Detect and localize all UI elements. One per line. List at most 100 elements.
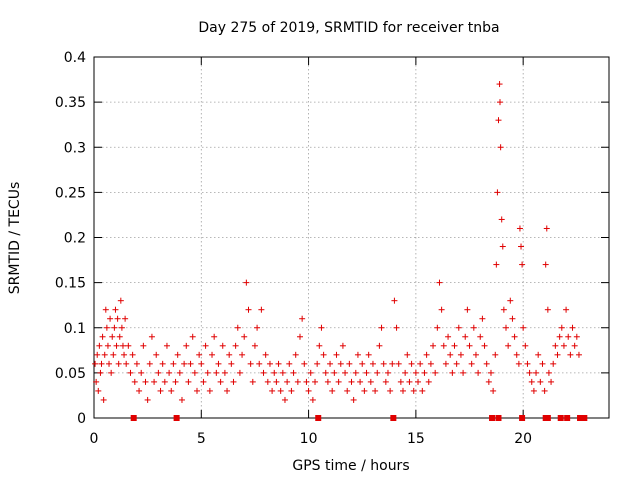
data-point: [104, 342, 111, 349]
data-point: [490, 387, 497, 394]
data-point: [342, 369, 349, 376]
data-point: [316, 342, 323, 349]
data-point: [131, 378, 138, 385]
data-point: [110, 351, 117, 358]
data-point: [288, 387, 295, 394]
data-point: [144, 396, 151, 403]
data-point: [113, 342, 120, 349]
data-point: [348, 378, 355, 385]
data-gap-markers: [130, 415, 588, 421]
data-point: [318, 324, 325, 331]
data-point: [94, 351, 101, 358]
data-point: [400, 387, 406, 394]
data-point: [166, 369, 173, 376]
data-point: [281, 396, 288, 403]
data-point: [434, 324, 441, 331]
data-point: [275, 360, 282, 367]
data-point: [202, 342, 209, 349]
data-point: [542, 261, 549, 268]
data-point: [256, 360, 263, 367]
data-point: [333, 351, 340, 358]
data-point: [279, 369, 286, 376]
data-point: [543, 225, 550, 232]
data-point: [500, 306, 507, 313]
data-point: [271, 369, 278, 376]
data-point: [393, 324, 400, 331]
data-point: [395, 360, 402, 367]
data-point: [100, 396, 107, 403]
data-point: [273, 378, 280, 385]
data-point: [554, 351, 561, 358]
data-point: [509, 315, 516, 322]
data-point: [451, 342, 458, 349]
data-point: [365, 351, 372, 358]
x-tick-label: 5: [197, 431, 206, 447]
data-point: [567, 351, 574, 358]
data-point: [505, 342, 512, 349]
data-point: [494, 189, 501, 196]
data-point: [217, 378, 224, 385]
data-point: [541, 387, 548, 394]
data-point: [98, 360, 105, 367]
data-point: [307, 369, 314, 376]
data-point: [357, 378, 364, 385]
data-point: [346, 360, 353, 367]
data-point: [499, 243, 506, 250]
data-point: [142, 378, 149, 385]
data-point: [206, 387, 213, 394]
gap-marker: [495, 415, 502, 421]
data-point: [339, 342, 346, 349]
data-point: [230, 378, 237, 385]
data-point: [419, 387, 426, 394]
data-point: [397, 378, 404, 385]
data-point: [241, 333, 248, 340]
gap-marker: [519, 415, 526, 421]
data-point: [117, 297, 124, 304]
data-point: [457, 351, 464, 358]
data-point: [108, 369, 115, 376]
data-point: [294, 378, 301, 385]
data-point: [191, 369, 198, 376]
data-point: [260, 369, 267, 376]
data-point: [545, 369, 552, 376]
data-point: [569, 324, 576, 331]
data-point: [374, 369, 381, 376]
data-point: [153, 351, 160, 358]
data-point: [453, 360, 460, 367]
data-point: [516, 225, 523, 232]
data-points: [92, 81, 582, 403]
data-point: [329, 387, 336, 394]
data-point: [269, 387, 276, 394]
data-point: [209, 351, 216, 358]
data-point: [519, 261, 526, 268]
data-point: [354, 351, 361, 358]
gap-marker: [130, 415, 137, 421]
data-point: [236, 369, 243, 376]
data-point: [99, 333, 106, 340]
data-point: [552, 342, 559, 349]
data-point: [361, 387, 368, 394]
data-point: [200, 378, 207, 385]
data-point: [573, 333, 580, 340]
data-point: [468, 360, 475, 367]
data-point: [103, 324, 110, 331]
data-point: [277, 387, 284, 394]
gap-marker: [544, 415, 551, 421]
data-point: [101, 351, 108, 358]
data-point: [530, 387, 537, 394]
data-point: [133, 360, 140, 367]
data-point: [303, 378, 310, 385]
gap-marker: [577, 415, 584, 421]
data-point: [402, 369, 409, 376]
data-point: [93, 378, 100, 385]
data-point: [264, 378, 271, 385]
data-point: [520, 324, 527, 331]
x-tick-label: 0: [90, 431, 99, 447]
data-point: [462, 333, 469, 340]
data-point: [481, 342, 488, 349]
y-tick-label: 0.2: [64, 231, 86, 247]
data-point: [312, 378, 319, 385]
data-point: [116, 333, 123, 340]
data-point: [496, 99, 503, 106]
